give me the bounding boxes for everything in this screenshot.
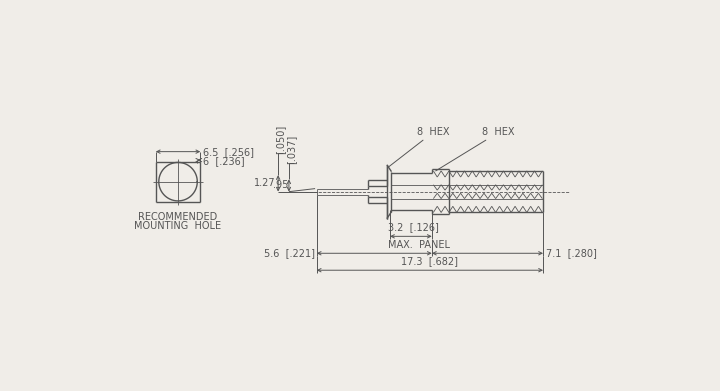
Text: 17.3  [.682]: 17.3 [.682]	[401, 256, 459, 266]
Text: 3.2  [.126]: 3.2 [.126]	[388, 222, 439, 233]
Text: 8  HEX: 8 HEX	[436, 127, 515, 171]
Text: 6  [.236]: 6 [.236]	[204, 156, 245, 166]
Text: 1.27: 1.27	[254, 178, 276, 188]
Text: 6.5  [.256]: 6.5 [.256]	[204, 147, 254, 157]
Text: .95: .95	[273, 181, 288, 190]
Text: 7.1  [.280]: 7.1 [.280]	[546, 248, 597, 258]
Text: [.050]: [.050]	[276, 125, 285, 154]
Text: MOUNTING  HOLE: MOUNTING HOLE	[135, 221, 222, 231]
Text: MAX.  PANEL: MAX. PANEL	[388, 240, 451, 250]
Text: RECOMMENDED: RECOMMENDED	[138, 212, 217, 222]
Text: 5.6  [.221]: 5.6 [.221]	[264, 248, 315, 258]
Text: 8  HEX: 8 HEX	[389, 127, 449, 167]
Text: [.037]: [.037]	[287, 134, 296, 163]
